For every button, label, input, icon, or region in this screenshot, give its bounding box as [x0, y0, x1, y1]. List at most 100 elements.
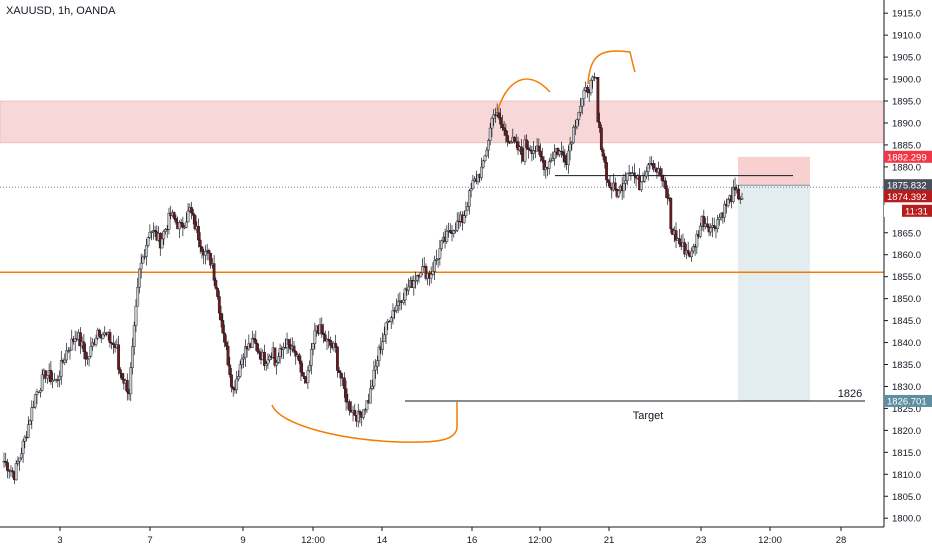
candle-body	[625, 173, 629, 181]
candle	[532, 141, 536, 160]
candle-body	[622, 183, 626, 192]
candle	[375, 355, 379, 375]
bottom-arc	[271, 402, 458, 443]
candle-body	[608, 182, 612, 188]
candle	[641, 172, 645, 183]
candle	[235, 371, 239, 394]
candle	[561, 145, 565, 163]
candle-body	[737, 188, 740, 200]
candle	[329, 336, 332, 354]
time-tick-label: 7	[147, 535, 152, 546]
candle	[481, 159, 485, 169]
candle	[252, 333, 256, 343]
candle	[217, 290, 221, 321]
candle	[139, 253, 143, 279]
candle-body	[520, 146, 523, 155]
candle	[466, 201, 470, 211]
candle-body	[599, 127, 603, 150]
candle-body	[669, 197, 673, 230]
candle-body	[499, 117, 503, 125]
candle	[191, 208, 195, 225]
candle-body	[223, 332, 226, 343]
candle-body	[740, 198, 744, 200]
candle-body	[207, 250, 211, 254]
candle-body	[87, 356, 91, 359]
candle-body	[264, 363, 268, 366]
candle-body	[181, 222, 185, 229]
candle	[674, 222, 678, 249]
candle-body	[586, 87, 589, 93]
candle	[492, 109, 496, 126]
candle	[412, 275, 416, 296]
candle-body	[375, 360, 379, 367]
candle	[415, 274, 419, 285]
candle	[488, 122, 492, 146]
candle-body	[322, 332, 325, 335]
price-tick-label: 1900.0	[892, 75, 921, 86]
target-level-label: 1826	[838, 388, 862, 400]
candle-body	[183, 227, 186, 229]
candle-body	[695, 233, 699, 248]
candle-body	[412, 280, 416, 288]
candle-body	[598, 121, 602, 128]
candle-body	[224, 342, 228, 347]
candle-body	[125, 380, 129, 393]
candle-body	[393, 310, 397, 312]
candle-body	[184, 221, 188, 228]
candle-body	[455, 220, 459, 231]
candle-body	[454, 230, 457, 232]
candle	[487, 138, 490, 159]
candle	[237, 370, 240, 382]
price-tag: 1882.299	[884, 150, 932, 163]
candle-body	[551, 158, 555, 161]
price-tag-background	[884, 190, 932, 203]
candle	[186, 203, 190, 223]
candle	[172, 211, 176, 221]
candle	[603, 153, 607, 169]
candle	[370, 379, 374, 391]
candle	[358, 409, 362, 424]
candle	[625, 173, 629, 186]
candle	[542, 156, 546, 177]
candle	[469, 182, 473, 198]
candle	[431, 262, 435, 276]
candle	[23, 434, 27, 449]
candle-body	[617, 190, 621, 197]
candle-body	[120, 373, 124, 380]
candle-body	[299, 360, 303, 373]
candle-body	[141, 256, 145, 264]
candle-body	[368, 388, 372, 404]
candle	[82, 334, 86, 359]
candle-body	[540, 156, 544, 161]
candle	[150, 230, 153, 241]
candle	[353, 403, 357, 416]
candle-body	[645, 171, 648, 177]
candle	[558, 149, 562, 158]
candle	[264, 361, 268, 371]
candle-body	[136, 287, 140, 307]
candle	[368, 379, 372, 404]
candles	[2, 72, 744, 485]
candle	[323, 330, 327, 342]
candle	[348, 399, 351, 416]
candle-body	[504, 130, 508, 136]
candle-body	[329, 340, 332, 346]
candle-body	[334, 343, 338, 348]
candle-body	[577, 112, 581, 120]
candle	[601, 147, 605, 161]
candle-body	[19, 453, 23, 459]
candle-body	[401, 299, 405, 303]
candle-body	[705, 223, 709, 228]
price-tick-label: 1820.0	[892, 426, 921, 437]
candle-body	[547, 161, 551, 169]
candle	[101, 331, 105, 340]
candle-body	[219, 312, 223, 321]
candle	[228, 356, 232, 378]
candle	[599, 124, 603, 152]
candle-body	[462, 215, 466, 223]
time-tick-label: 12:00	[758, 535, 782, 546]
candle	[452, 229, 456, 238]
candle-body	[471, 180, 475, 189]
price-tick-label: 1890.0	[892, 118, 921, 129]
